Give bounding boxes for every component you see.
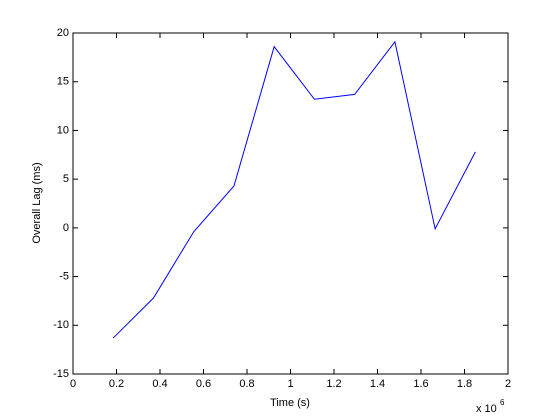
plot-area: [72, 32, 509, 375]
x-tick-label: 0.4: [152, 378, 167, 390]
x-tick-label: 1: [287, 378, 293, 390]
x-tick-label: 0: [70, 378, 76, 390]
y-tick-label: -10: [53, 319, 69, 331]
x-tick-label: 2: [505, 378, 511, 390]
x-tick-label: 0.8: [239, 378, 254, 390]
data-line: [112, 40, 476, 339]
y-tick-label: 10: [57, 124, 69, 136]
y-tick-label: 20: [57, 27, 69, 39]
x-tick-label: 1.8: [457, 378, 472, 390]
x-multiplier-exponent: 6: [500, 398, 505, 407]
y-axis-label: Overall Lag (ms): [31, 162, 43, 243]
x-axis-label: Time (s): [270, 397, 310, 409]
x-tick-label: 1.4: [370, 378, 385, 390]
x-tick-label: 1.2: [326, 378, 341, 390]
y-tick-label: 5: [63, 173, 69, 185]
y-tick-label: 0: [63, 222, 69, 234]
y-tick-label: -5: [59, 270, 69, 282]
x-multiplier: x 10: [476, 403, 497, 415]
x-tick-label: 0.6: [196, 378, 211, 390]
x-tick-label: 0.2: [109, 378, 124, 390]
y-tick-label: 15: [57, 76, 69, 88]
y-tick-label: -15: [53, 368, 69, 380]
x-tick-label: 1.6: [413, 378, 428, 390]
